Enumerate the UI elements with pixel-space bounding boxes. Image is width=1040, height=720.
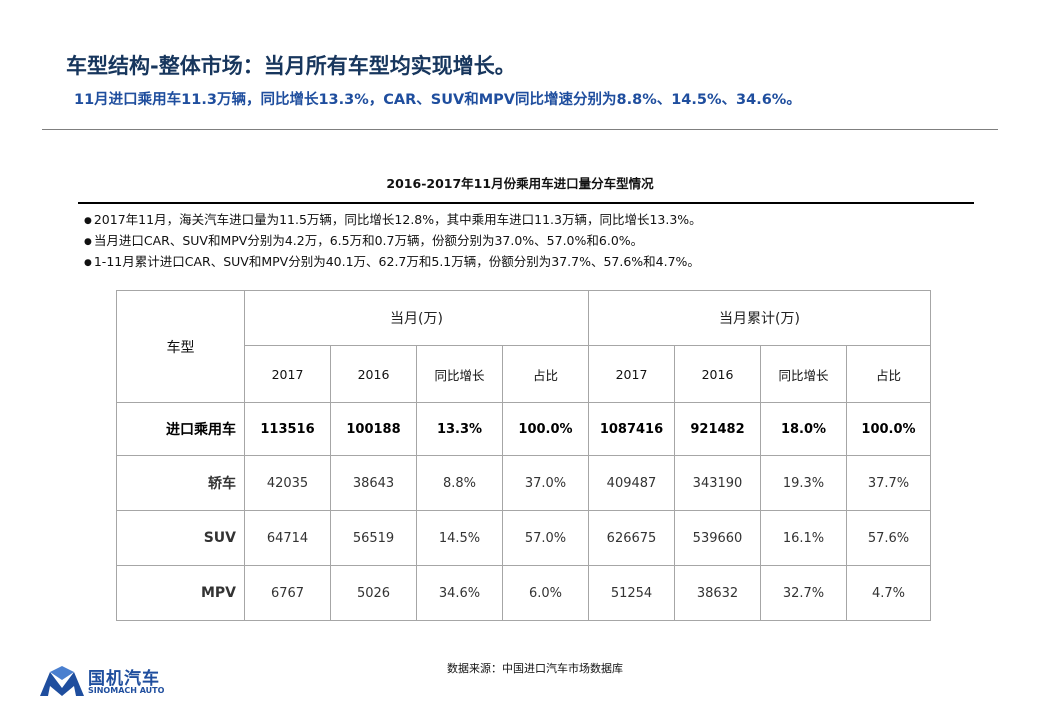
table-cell: 56519 [330,510,417,566]
subheader-cell: 占比 [502,345,589,403]
sinomach-logo-icon [40,666,84,696]
subheader-cell: 2017 [588,345,675,403]
table-cell: 38632 [674,565,761,621]
table-cell: 57.6% [846,510,931,566]
table-cell: 343190 [674,455,761,511]
table-cell: 100.0% [502,402,589,456]
table-cell: 6.0% [502,565,589,621]
table-cell: 16.1% [760,510,847,566]
table-cell: 34.6% [416,565,503,621]
table-cell: 38643 [330,455,417,511]
logo-text-en: SINOMACH AUTO [88,686,165,695]
header-group-cumulative: 当月累计(万) [588,290,931,346]
page-subtitle: 11月进口乘用车11.3万辆，同比增长13.3%，CAR、SUV和MPV同比增速… [74,92,801,108]
note-item: 当月进口CAR、SUV和MPV分别为4.2万，6.5万和0.7万辆，份额分别为3… [84,231,702,252]
row-type: 轿车 [116,455,245,511]
table-cell: 37.0% [502,455,589,511]
row-type: 进口乘用车 [116,402,245,456]
table-cell: 5026 [330,565,417,621]
table-cell: 539660 [674,510,761,566]
table-cell: 18.0% [760,402,847,456]
page-title: 车型结构-整体市场：当月所有车型均实现增长。 [66,54,516,78]
header-group-month: 当月(万) [244,290,589,346]
header-divider [42,129,998,130]
table-cell: 42035 [244,455,331,511]
table-cell: 37.7% [846,455,931,511]
table-cell: 1087416 [588,402,675,456]
table-title: 2016-2017年11月份乘用车进口量分车型情况 [386,176,654,191]
table-cell: 921482 [674,402,761,456]
table-cell: 4.7% [846,565,931,621]
table-cell: 64714 [244,510,331,566]
header-type: 车型 [116,290,245,403]
company-logo: 国机汽车 SINOMACH AUTO [40,664,190,704]
import-table: 车型 当月(万) 当月累计(万) 2017 2016 同比增长 占比 2017 … [116,290,931,621]
table-cell: 626675 [588,510,675,566]
table-row: 轿车 42035 38643 8.8% 37.0% 409487 343190 … [116,455,931,511]
table-cell: 13.3% [416,402,503,456]
table-row-total: 进口乘用车 113516 100188 13.3% 100.0% 1087416… [116,402,931,456]
table-cell: 19.3% [760,455,847,511]
data-source: 数据来源：中国进口汽车市场数据库 [447,662,623,675]
table-cell: 57.0% [502,510,589,566]
title-rule [78,202,974,204]
table-cell: 6767 [244,565,331,621]
subheader-cell: 同比增长 [760,345,847,403]
table-cell: 100188 [330,402,417,456]
subheader-cell: 2016 [330,345,417,403]
table-cell: 409487 [588,455,675,511]
table-cell: 14.5% [416,510,503,566]
table-cell: 51254 [588,565,675,621]
table-row: MPV 6767 5026 34.6% 6.0% 51254 38632 32.… [116,565,931,621]
subheader-cell: 同比增长 [416,345,503,403]
subheader-cell: 占比 [846,345,931,403]
table-cell: 100.0% [846,402,931,456]
row-type: MPV [116,565,245,621]
note-item: 1-11月累计进口CAR、SUV和MPV分别为40.1万、62.7万和5.1万辆… [84,252,702,273]
logo-text-cn: 国机汽车 [88,669,160,689]
table-cell: 113516 [244,402,331,456]
note-item: 2017年11月，海关汽车进口量为11.5万辆，同比增长12.8%，其中乘用车进… [84,210,702,231]
subheader-cell: 2017 [244,345,331,403]
table-cell: 8.8% [416,455,503,511]
row-type: SUV [116,510,245,566]
table-cell: 32.7% [760,565,847,621]
subheader-cell: 2016 [674,345,761,403]
table-row: SUV 64714 56519 14.5% 57.0% 626675 53966… [116,510,931,566]
notes-list: 2017年11月，海关汽车进口量为11.5万辆，同比增长12.8%，其中乘用车进… [84,210,702,273]
